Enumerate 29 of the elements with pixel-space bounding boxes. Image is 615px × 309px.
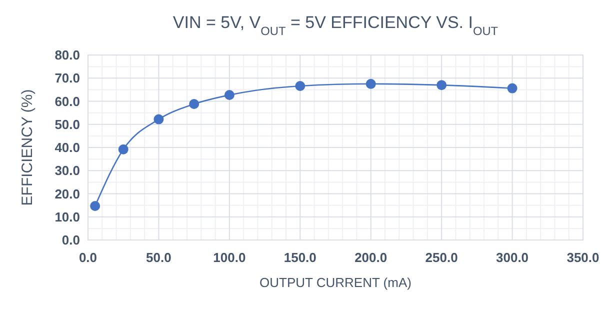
x-tick-label: 300.0 [496, 250, 529, 265]
x-tick-label: 150.0 [284, 250, 316, 265]
y-tick-label: 20.0 [54, 186, 80, 202]
point [224, 90, 234, 100]
point [90, 201, 100, 212]
x-tick-label: 0.0 [78, 250, 98, 265]
x-tick-label: 50.0 [146, 250, 172, 265]
y-tick-label: 10.0 [54, 209, 80, 224]
chart-title: VIN = 5V, V$_{OUT}$ = 5V EFFICIENCY VS. I$_{OUT}$ [172, 13, 498, 38]
y-tick-label: 30.0 [54, 163, 80, 178]
y-tick-label: 40.0 [54, 140, 80, 156]
x-tick-label: 200.0 [354, 250, 388, 265]
y-axis-title: EFFICIENCY (%) [19, 89, 36, 206]
x-axis-title: OUTPUT CURRENT (mA) [260, 275, 412, 290]
y-tick-label: 80.0 [54, 48, 80, 63]
point [295, 80, 306, 91]
x-tick-label: 100.0 [213, 250, 246, 265]
y-tick-label: 70.0 [54, 70, 80, 86]
x-tick-label: 250.0 [425, 250, 458, 265]
x-tick-label: 350.0 [566, 250, 600, 265]
y-tick-label: 50.0 [54, 116, 80, 132]
point [366, 78, 376, 89]
point [118, 144, 128, 154]
point [189, 99, 200, 110]
point [436, 80, 447, 90]
y-tick-label: 60.0 [54, 94, 80, 109]
y-tick-label: 0.0 [62, 232, 80, 248]
point [507, 83, 518, 94]
point [154, 114, 164, 124]
